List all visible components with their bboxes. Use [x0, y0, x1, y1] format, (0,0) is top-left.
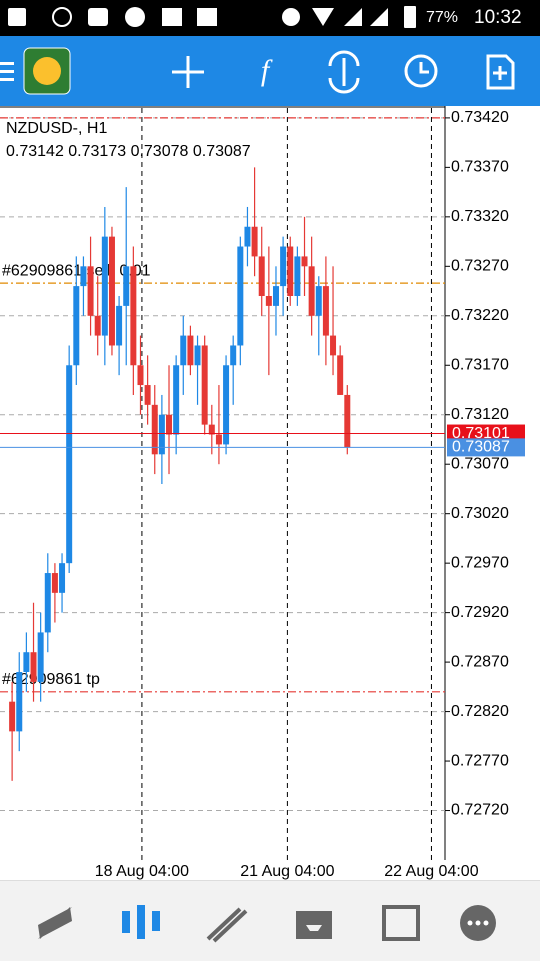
candle-body	[137, 365, 144, 386]
y-tick-label: 0.72720	[451, 802, 509, 819]
candle-body	[322, 286, 329, 336]
candle-body	[44, 573, 51, 633]
candle-body	[80, 266, 87, 287]
candle-body	[101, 236, 108, 336]
candle-body	[151, 404, 158, 455]
toolbar-icons: f	[0, 47, 515, 95]
y-tick-label: 0.72970	[451, 554, 509, 571]
candle-body	[237, 246, 244, 346]
candle-body	[66, 365, 73, 564]
candle-body	[30, 652, 37, 682]
y-tick-label: 0.72770	[451, 752, 509, 769]
y-tick-label: 0.73270	[451, 258, 509, 275]
candle-body	[166, 414, 173, 435]
candle-body	[51, 573, 58, 593]
candle-body	[230, 345, 237, 366]
y-tick-label: 0.72820	[451, 703, 509, 720]
x-tick-label: 21 Aug 04:00	[240, 863, 334, 880]
price-box	[447, 424, 525, 443]
y-tick-label: 0.72870	[451, 653, 509, 670]
candle-body	[123, 266, 130, 306]
candle-body	[87, 266, 94, 316]
candle-body	[223, 365, 230, 445]
candle-body	[337, 355, 344, 395]
candle-body	[23, 652, 30, 672]
candle-body	[158, 414, 165, 455]
y-tick-label: 0.73320	[451, 208, 509, 225]
crosshair-button[interactable]	[172, 56, 204, 88]
bottom-nav	[0, 880, 540, 961]
y-tick-label: 0.73420	[451, 109, 509, 126]
y-tick-label: 0.73170	[451, 356, 509, 373]
candle-body	[194, 345, 201, 366]
candle-body	[244, 226, 251, 247]
candle-body	[315, 286, 322, 316]
candle-body	[37, 632, 44, 682]
status-icons: 77% 10:32	[8, 6, 522, 28]
candle-body	[251, 226, 258, 257]
candle-body	[187, 335, 194, 366]
candle-body	[208, 424, 215, 435]
chart: NZDUSD-, H1 0.73142 0.73173 0.73078 0.73…	[0, 106, 525, 880]
candle-body	[144, 385, 151, 405]
news-tab[interactable]	[382, 905, 420, 941]
new-order-button[interactable]	[486, 54, 515, 90]
candle-body	[330, 335, 337, 356]
candle-body	[59, 563, 66, 593]
chat-tab[interactable]	[460, 905, 496, 941]
menu-button[interactable]	[0, 47, 71, 95]
candle-body	[73, 286, 80, 366]
x-tick-label: 18 Aug 04:00	[95, 863, 189, 880]
candle-body	[201, 345, 208, 425]
y-tick-label: 0.73120	[451, 406, 509, 423]
trade-tab[interactable]	[206, 907, 248, 943]
candle-body	[130, 266, 137, 366]
status-bar: 77% 10:32	[0, 0, 540, 36]
clock: 10:32	[474, 7, 522, 28]
candle-body	[265, 296, 272, 306]
candle-body	[258, 256, 265, 296]
symbol-label: NZDUSD-, H1	[6, 120, 107, 137]
candle-body	[280, 246, 287, 287]
candle-body	[9, 701, 16, 732]
candle-body	[180, 335, 187, 366]
y-tick-label: 0.72920	[451, 604, 509, 621]
period-button[interactable]	[404, 54, 438, 88]
candle-body	[294, 256, 301, 296]
y-tick-label: 0.73020	[451, 505, 509, 522]
quotes-tab[interactable]	[38, 907, 72, 939]
candle-body	[173, 365, 180, 435]
price-label: 0.73101	[452, 425, 510, 442]
chart-tab[interactable]	[122, 905, 160, 939]
history-tab[interactable]	[296, 911, 332, 939]
x-tick-label: 22 Aug 04:00	[384, 863, 478, 880]
candle-body	[287, 246, 294, 296]
candle-body	[272, 286, 279, 306]
candle-body	[116, 305, 123, 346]
ohlc-label: 0.73142 0.73173 0.73078 0.73087	[6, 143, 251, 160]
y-tick-label: 0.73220	[451, 307, 509, 324]
candle-body	[16, 672, 23, 732]
trade-button[interactable]	[328, 50, 360, 94]
candle-body	[301, 256, 308, 267]
indicators-button[interactable]: f	[261, 54, 273, 87]
y-tick-label: 0.73370	[451, 159, 509, 176]
toolbar: f	[0, 36, 540, 106]
battery: 77%	[426, 9, 458, 26]
candle-body	[94, 315, 101, 336]
candle-body	[344, 394, 351, 448]
candle-body	[108, 236, 115, 346]
y-tick-label: 0.73070	[451, 455, 509, 472]
candle-body	[215, 434, 222, 445]
price-label: 0.73087	[452, 439, 510, 456]
nav-icons	[38, 905, 496, 943]
price-box	[447, 438, 525, 457]
candle-body	[308, 266, 315, 316]
